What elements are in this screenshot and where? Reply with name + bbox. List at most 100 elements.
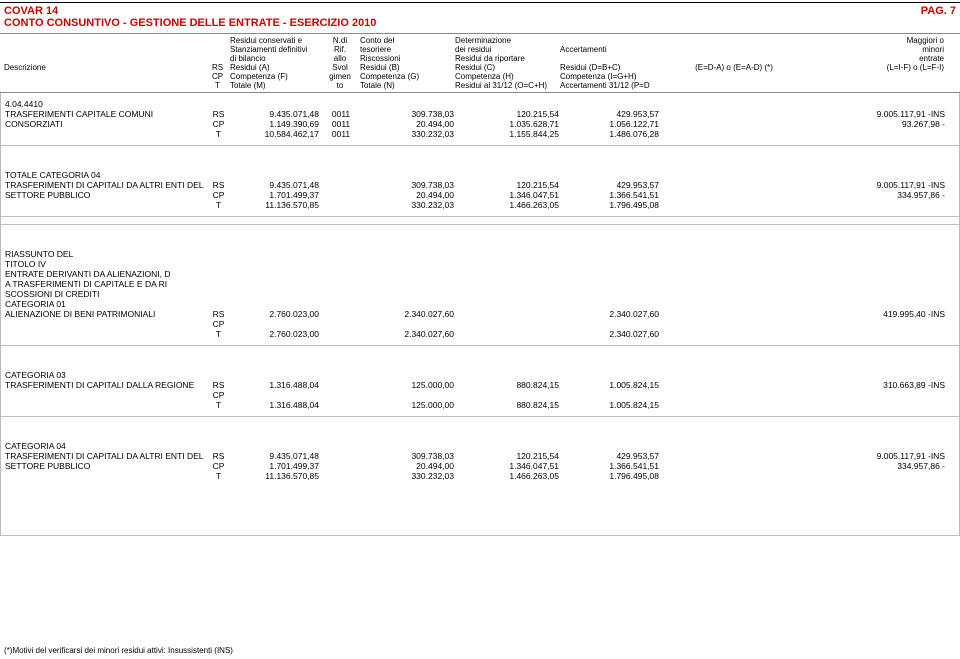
cell-value: 9.005.117,91 -INS — [811, 109, 951, 119]
cell-value: 330.232,03 — [361, 200, 456, 210]
cell-value: 1.056.122,71 — [561, 119, 661, 129]
cell-value: 880.824,15 — [456, 380, 561, 390]
cell-value: 120.215,54 — [456, 451, 561, 461]
cell-value: 9.005.117,91 -INS — [811, 451, 951, 461]
entry-code: 4.04.4410 — [1, 99, 206, 109]
cell-value: 334.957,86 - — [811, 461, 951, 471]
cell-value: 9.435.071,48 — [231, 180, 321, 190]
entry-label: RIASSUNTO DEL — [1, 249, 206, 259]
cell-value: 120.215,54 — [456, 180, 561, 190]
cell-value: 1.316.488,04 — [231, 380, 321, 390]
row-type: CP — [206, 390, 231, 400]
riassunto-titolo-iv: RIASSUNTO DEL TITOLO IV ENTRATE DERIVANT… — [0, 225, 960, 346]
cell-value: 1.796.495,08 — [561, 200, 661, 210]
org-name: COVAR 14 — [4, 5, 58, 17]
cell-value: 429.953,57 — [561, 180, 661, 190]
cell-value: 1.149.390,69 — [231, 119, 321, 129]
cell-value: 310.663,89 -INS — [811, 380, 951, 390]
cell-value: 0011 — [321, 129, 361, 139]
entry-label: CATEGORIA 03 — [1, 370, 206, 380]
cell-value: 2.760.023,00 — [231, 329, 321, 339]
cell-value: 880.824,15 — [456, 400, 561, 410]
cell-value: 1.316.488,04 — [231, 400, 321, 410]
cell-value: 309.738,03 — [361, 451, 456, 461]
entry-label: CATEGORIA 04 — [1, 441, 206, 451]
cell-value: 2.340.027,60 — [561, 329, 661, 339]
cell-value: 1.466.263,05 — [456, 471, 561, 481]
cell-value: 11.136.570,85 — [231, 471, 321, 481]
cell-value: 1.366.541,51 — [561, 461, 661, 471]
spacer-row — [0, 217, 960, 225]
cell-value: 330.232,03 — [361, 471, 456, 481]
entry-4-04-4410: 4.04.4410 TRASFERIMENTI CAPITALE COMUNI … — [0, 93, 960, 146]
row-type: RS — [206, 380, 231, 390]
entry-label: A TRASFERIMENTI DI CAPITALE E DA RI — [1, 279, 206, 289]
cell-value: 9.005.117,91 -INS — [811, 180, 951, 190]
row-type: CP — [206, 190, 231, 200]
footnote: (*)Motivi del verificarsi dei minori res… — [4, 646, 233, 655]
cell-value: 1.155.844,25 — [456, 129, 561, 139]
cell-value: 20.494,00 — [361, 190, 456, 200]
cell-value: 9.435.071,48 — [231, 451, 321, 461]
entry-label: SETTORE PUBBLICO — [1, 461, 206, 471]
row-type: CP — [206, 319, 231, 329]
cell-value: 330.232,03 — [361, 129, 456, 139]
cell-value: 419.995,40 -INS — [811, 309, 951, 319]
row-type: T — [206, 129, 231, 139]
cell-value: 125.000,00 — [361, 400, 456, 410]
row-type: T — [206, 200, 231, 210]
entry-label: TOTALE CATEGORIA 04 — [1, 170, 206, 180]
row-type: CP — [206, 119, 231, 129]
cell-value: 125.000,00 — [361, 380, 456, 390]
entry-label: SCOSSIONI DI CREDITI — [1, 289, 206, 299]
cell-value: 11.136.570,85 — [231, 200, 321, 210]
row-type: RS — [206, 309, 231, 319]
cell-value: 1.701.499,37 — [231, 190, 321, 200]
entry-label: CONSORZIATI — [1, 119, 206, 129]
cell-value: 1.005.824,15 — [561, 380, 661, 390]
entry-label: TRASFERIMENTI DI CAPITALI DA ALTRI ENTI … — [1, 180, 206, 190]
row-type: CP — [206, 461, 231, 471]
cell-value: 1.366.541,51 — [561, 190, 661, 200]
cell-value: 1.035.628,71 — [456, 119, 561, 129]
cell-value: 0011 — [321, 119, 361, 129]
column-header: Residui conservati eN.di Conto delDeterm… — [0, 33, 960, 93]
page-number: PAG. 7 — [921, 5, 956, 17]
cell-value: 20.494,00 — [361, 119, 456, 129]
cell-value: 2.340.027,60 — [361, 329, 456, 339]
cell-value: 120.215,54 — [456, 109, 561, 119]
row-type: T — [206, 471, 231, 481]
row-type: T — [206, 329, 231, 339]
cell-value: 1.486.076,28 — [561, 129, 661, 139]
cell-value: 2.340.027,60 — [561, 309, 661, 319]
cell-value: 1.005.824,15 — [561, 400, 661, 410]
row-type: RS — [206, 180, 231, 190]
cell-value: 0011 — [321, 109, 361, 119]
cell-value: 2.340.027,60 — [361, 309, 456, 319]
entry-label: TRASFERIMENTI CAPITALE COMUNI — [1, 109, 206, 119]
row-type: T — [206, 400, 231, 410]
cell-value: 9.435.071,48 — [231, 109, 321, 119]
entry-label: ENTRATE DERIVANTI DA ALIENAZIONI, D — [1, 269, 206, 279]
cell-value: 1.701.499,37 — [231, 461, 321, 471]
cell-value: 429.953,57 — [561, 109, 661, 119]
categoria-03: CATEGORIA 03 TRASFERIMENTI DI CAPITALI D… — [0, 346, 960, 417]
cell-value: 1.346.047,51 — [456, 461, 561, 471]
entry-label: SETTORE PUBBLICO — [1, 190, 206, 200]
cell-value: 1.796.495,08 — [561, 471, 661, 481]
cell-value: 309.738,03 — [361, 109, 456, 119]
report-title: CONTO CONSUNTIVO - GESTIONE DELLE ENTRAT… — [0, 17, 960, 33]
cell-value: 309.738,03 — [361, 180, 456, 190]
entry-label: ALIENAZIONE DI BENI PATRIMONIALI — [1, 309, 206, 319]
row-type: RS — [206, 109, 231, 119]
entry-label: TITOLO IV — [1, 259, 206, 269]
entry-label: TRASFERIMENTI DI CAPITALI DALLA REGIONE — [1, 380, 206, 390]
cell-value: 334.957,86 - — [811, 190, 951, 200]
entry-label: TRASFERIMENTI DI CAPITALI DA ALTRI ENTI … — [1, 451, 206, 461]
row-type: RS — [206, 451, 231, 461]
entry-label: CATEGORIA 01 — [1, 299, 206, 309]
cell-value: 1.466.263,05 — [456, 200, 561, 210]
categoria-04: CATEGORIA 04 TRASFERIMENTI DI CAPITALI D… — [0, 417, 960, 536]
cell-value: 93.267,98 - — [811, 119, 951, 129]
cell-value: 10.584.462,17 — [231, 129, 321, 139]
